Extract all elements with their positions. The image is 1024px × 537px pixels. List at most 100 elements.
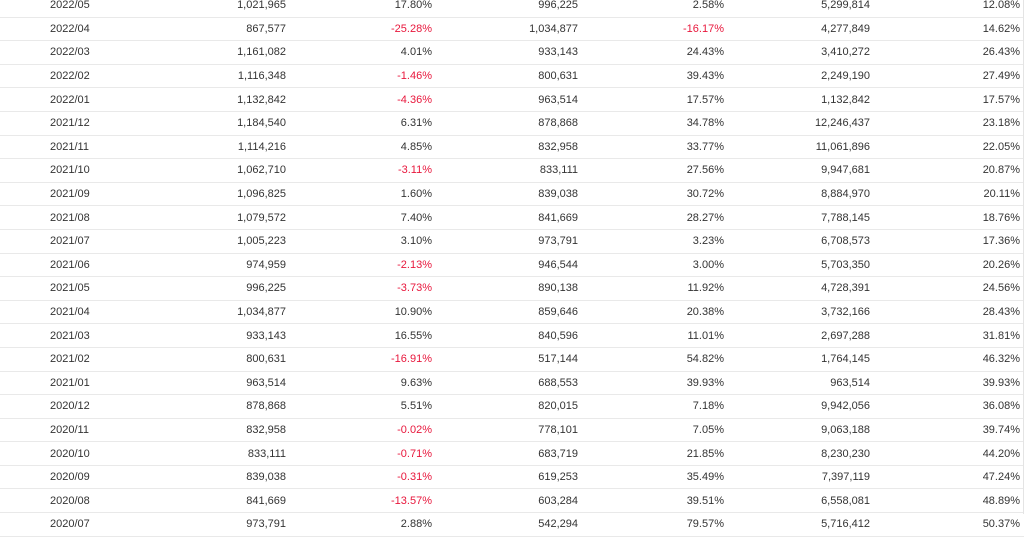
cell-prev-year-value: 833,111 xyxy=(432,158,578,183)
cell-prev-year-value: 603,284 xyxy=(432,488,578,514)
cell-value: 878,868 xyxy=(140,394,286,419)
cell-month: 2021/10 xyxy=(0,158,140,183)
cell-cumulative-yoy: 28.43% xyxy=(870,300,1024,325)
cell-yoy-change: 33.77% xyxy=(578,135,724,160)
cell-month: 2022/05 xyxy=(0,0,140,18)
cell-cumulative: 7,397,119 xyxy=(724,465,870,490)
cell-cumulative-yoy: 23.18% xyxy=(870,111,1024,136)
table-row: 2021/02 800,631 -16.91% 517,144 54.82% 1,764,… xyxy=(0,347,1024,372)
table-row: 2020/08 841,669 -13.57% 603,284 39.51% 6,558,… xyxy=(0,488,1024,514)
cell-mom-change: 4.01% xyxy=(286,40,432,65)
cell-cumulative-yoy: 17.36% xyxy=(870,229,1024,254)
cell-value: 996,225 xyxy=(140,276,286,301)
cell-yoy-change: 24.43% xyxy=(578,40,724,65)
cell-cumulative: 1,764,145 xyxy=(724,347,870,372)
cell-yoy-change: 11.01% xyxy=(578,323,724,348)
cell-yoy-change: 3.00% xyxy=(578,253,724,278)
cell-month: 2021/08 xyxy=(0,205,140,230)
cell-mom-change: 1.60% xyxy=(286,182,432,207)
cell-cumulative-yoy: 20.26% xyxy=(870,253,1024,278)
cell-cumulative-yoy: 26.43% xyxy=(870,40,1024,65)
cell-cumulative-yoy: 48.89% xyxy=(870,488,1024,514)
cell-prev-year-value: 1,034,877 xyxy=(432,17,578,42)
cell-cumulative-yoy: 22.05% xyxy=(870,135,1024,160)
cell-cumulative: 3,410,272 xyxy=(724,40,870,65)
cell-month: 2022/03 xyxy=(0,40,140,65)
cell-value: 974,959 xyxy=(140,253,286,278)
table-row: 2020/11 832,958 -0.02% 778,101 7.05% 9,063,18… xyxy=(0,418,1024,443)
cell-mom-change: 16.55% xyxy=(286,323,432,348)
cell-yoy-change: 54.82% xyxy=(578,347,724,372)
cell-value: 841,669 xyxy=(140,488,286,514)
cell-prev-year-value: 542,294 xyxy=(432,512,578,537)
cell-value: 839,038 xyxy=(140,465,286,490)
cell-mom-change: -3.11% xyxy=(286,158,432,183)
cell-prev-year-value: 517,144 xyxy=(432,347,578,372)
cell-cumulative-yoy: 47.24% xyxy=(870,465,1024,490)
cell-mom-change: 5.51% xyxy=(286,394,432,419)
cell-month: 2021/07 xyxy=(0,229,140,254)
cell-mom-change: -2.13% xyxy=(286,253,432,278)
cell-value: 963,514 xyxy=(140,371,286,396)
cell-month: 2021/01 xyxy=(0,371,140,396)
cell-yoy-change: 3.23% xyxy=(578,229,724,254)
cell-mom-change: 2.88% xyxy=(286,512,432,537)
cell-month: 2021/04 xyxy=(0,300,140,325)
cell-prev-year-value: 841,669 xyxy=(432,205,578,230)
cell-mom-change: 3.10% xyxy=(286,229,432,254)
cell-prev-year-value: 778,101 xyxy=(432,418,578,443)
cell-mom-change: -25.28% xyxy=(286,17,432,42)
cell-mom-change: -4.36% xyxy=(286,87,432,112)
cell-cumulative-yoy: 39.74% xyxy=(870,418,1024,443)
cell-month: 2021/02 xyxy=(0,347,140,372)
cell-month: 2021/12 xyxy=(0,111,140,136)
cell-month: 2022/01 xyxy=(0,87,140,112)
cell-cumulative: 2,697,288 xyxy=(724,323,870,348)
cell-mom-change: 10.90% xyxy=(286,300,432,325)
cell-yoy-change: 27.56% xyxy=(578,158,724,183)
cell-month: 2022/02 xyxy=(0,64,140,89)
cell-cumulative: 8,884,970 xyxy=(724,182,870,207)
cell-yoy-change: 28.27% xyxy=(578,205,724,230)
cell-month: 2020/08 xyxy=(0,488,140,514)
cell-yoy-change: 39.51% xyxy=(578,488,724,514)
table-row: 2021/04 1,034,877 10.90% 859,646 20.38% 3,732… xyxy=(0,300,1024,325)
cell-value: 1,034,877 xyxy=(140,300,286,325)
cell-yoy-change: 7.05% xyxy=(578,418,724,443)
table-row: 2021/01 963,514 9.63% 688,553 39.93% 963,514 3… xyxy=(0,371,1024,396)
cell-month: 2021/05 xyxy=(0,276,140,301)
cell-prev-year-value: 839,038 xyxy=(432,182,578,207)
cell-cumulative: 6,558,081 xyxy=(724,488,870,514)
cell-month: 2020/10 xyxy=(0,441,140,466)
cell-month: 2020/11 xyxy=(0,418,140,443)
cell-mom-change: 9.63% xyxy=(286,371,432,396)
cell-month: 2021/06 xyxy=(0,253,140,278)
cell-cumulative-yoy: 20.11% xyxy=(870,182,1024,207)
cell-yoy-change: 34.78% xyxy=(578,111,724,136)
table-row: 2021/03 933,143 16.55% 840,596 11.01% 2,697,2… xyxy=(0,323,1024,348)
table-row: 2021/10 1,062,710 -3.11% 833,111 27.56% 9,947… xyxy=(0,158,1024,183)
cell-cumulative-yoy: 20.87% xyxy=(870,158,1024,183)
cell-month: 2021/03 xyxy=(0,323,140,348)
cell-value: 1,184,540 xyxy=(140,111,286,136)
table-row: 2021/05 996,225 -3.73% 890,138 11.92% 4,728,3… xyxy=(0,276,1024,301)
table-row: 2021/08 1,079,572 7.40% 841,669 28.27% 7,788,… xyxy=(0,205,1024,230)
cell-prev-year-value: 973,791 xyxy=(432,229,578,254)
cell-cumulative-yoy: 50.37% xyxy=(870,512,1024,537)
cell-value: 1,005,223 xyxy=(140,229,286,254)
table-row: 2020/10 833,111 -0.71% 683,719 21.85% 8,230,2… xyxy=(0,441,1024,466)
cell-cumulative-yoy: 31.81% xyxy=(870,323,1024,348)
cell-value: 1,132,842 xyxy=(140,87,286,112)
cell-value: 1,062,710 xyxy=(140,158,286,183)
cell-mom-change: -13.57% xyxy=(286,488,432,514)
cell-prev-year-value: 878,868 xyxy=(432,111,578,136)
cell-prev-year-value: 840,596 xyxy=(432,323,578,348)
cell-cumulative-yoy: 44.20% xyxy=(870,441,1024,466)
cell-cumulative-yoy: 39.93% xyxy=(870,371,1024,396)
cell-cumulative: 12,246,437 xyxy=(724,111,870,136)
cell-prev-year-value: 963,514 xyxy=(432,87,578,112)
table-row: 2022/04 867,577 -25.28% 1,034,877 -16.17% 4,2… xyxy=(0,17,1024,42)
